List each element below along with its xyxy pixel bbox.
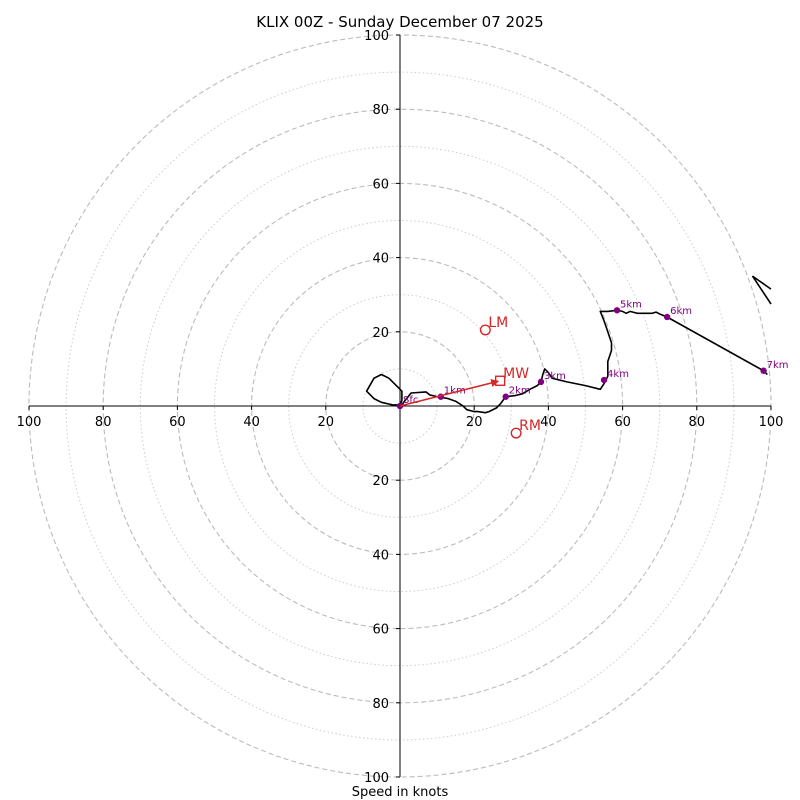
- hodograph-trace: [365, 275, 772, 414]
- height-marker-6km: [663, 313, 671, 321]
- storm-marker-MW: [494, 375, 506, 386]
- trace-line-offscale: [752, 275, 772, 290]
- height-label-4km: 4km: [607, 369, 629, 380]
- height-marker-3km: [537, 378, 545, 386]
- x-tick-label: 80: [95, 415, 112, 430]
- y-tick-label: 40: [372, 252, 389, 267]
- x-tick-label: 20: [466, 415, 483, 430]
- mean-wind-arrow: [399, 379, 500, 407]
- height-marker-2km: [502, 393, 509, 400]
- x-tick-label: 100: [759, 415, 784, 430]
- tick-labels: 100 80 60 40 20 20 40 60 80 100 100 80 60 40 20 20 40 60 8…: [17, 29, 784, 786]
- x-tick-label: 60: [614, 415, 631, 430]
- height-label-1km: 1km: [444, 386, 466, 397]
- x-tick-label: 40: [540, 415, 557, 430]
- height-label-2km: 2km: [509, 386, 531, 397]
- chart-title: KLIX 00Z - Sunday December 07 2025: [256, 13, 543, 31]
- height-marker-7km: [760, 367, 767, 374]
- height-label-3km: 3km: [544, 371, 566, 382]
- storm-marker-RM: [510, 427, 522, 439]
- storm-label-MW: MW: [503, 366, 529, 382]
- trace-line-return: [751, 275, 772, 305]
- storm-motion: MW LM RM: [399, 315, 541, 439]
- storm-label-RM: RM: [519, 418, 541, 434]
- height-label-6km: 6km: [670, 306, 692, 317]
- height-marker-5km: [613, 307, 621, 314]
- y-tick-label: 100: [364, 771, 389, 786]
- y-tick-label: 100: [364, 29, 389, 44]
- storm-marker-LM: [479, 324, 491, 336]
- x-tick-label: 60: [169, 415, 186, 430]
- y-tick-label: 60: [372, 623, 389, 638]
- y-tick-label: 80: [372, 697, 389, 712]
- height-markers: Sfc 1km 2km 3km 4km 5km 6km 7km: [396, 299, 789, 410]
- height-label-5km: 5km: [620, 299, 642, 310]
- x-tick-label: 80: [689, 415, 706, 430]
- y-tick-label: 80: [372, 103, 389, 118]
- x-tick-label: 100: [17, 415, 42, 430]
- x-tick-label: 40: [243, 415, 260, 430]
- trace-line: [365, 309, 768, 414]
- y-tick-label: 20: [372, 326, 389, 341]
- y-tick-label: 40: [372, 548, 389, 563]
- storm-label-LM: LM: [488, 315, 508, 331]
- y-tick-label: 20: [372, 474, 389, 489]
- height-label-Sfc: Sfc: [403, 395, 418, 406]
- height-marker-4km: [600, 376, 608, 384]
- y-tick-label: 60: [372, 177, 389, 192]
- x-tick-label: 20: [318, 415, 335, 430]
- height-label-7km: 7km: [767, 360, 789, 371]
- x-axis-label: Speed in knots: [352, 785, 449, 800]
